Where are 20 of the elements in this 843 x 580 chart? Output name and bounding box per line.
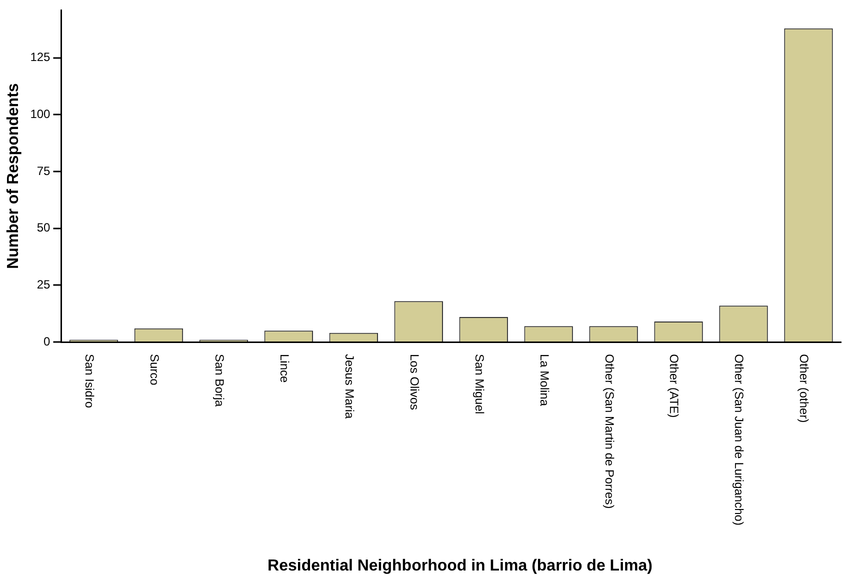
y-tick-label: 25 — [36, 277, 51, 292]
x-tick-label: Other (other) — [797, 354, 812, 423]
x-tick-label: Other (ATE) — [667, 354, 682, 418]
x-tick-label: San Borja — [212, 354, 226, 408]
y-axis-title: Number of Respondents — [5, 83, 22, 269]
y-tick-label: 0 — [44, 334, 51, 348]
x-tick-label: Jesus Maria — [342, 354, 356, 420]
x-tick-label: Other (San Martin de Porres) — [602, 354, 616, 509]
x-tick-label: La Molina — [537, 354, 552, 406]
x-tick-label: San Isidro — [82, 354, 96, 408]
x-tick-label: Los Olivos — [407, 354, 422, 410]
x-tick-label: Surco — [147, 354, 162, 386]
x-tick-label: Lince — [277, 354, 292, 384]
y-tick-label: 50 — [36, 220, 51, 235]
y-tick-label: 75 — [36, 164, 51, 178]
x-tick-label: Other (San Juan de Lurigancho) — [732, 354, 746, 526]
x-axis-title: Residential Neighborhood in Lima (barrio de Lima) — [268, 557, 652, 574]
y-tick-label: 125 — [30, 50, 51, 64]
x-tick-label: San Miguel — [472, 354, 486, 414]
y-tick-label: 100 — [30, 107, 51, 122]
